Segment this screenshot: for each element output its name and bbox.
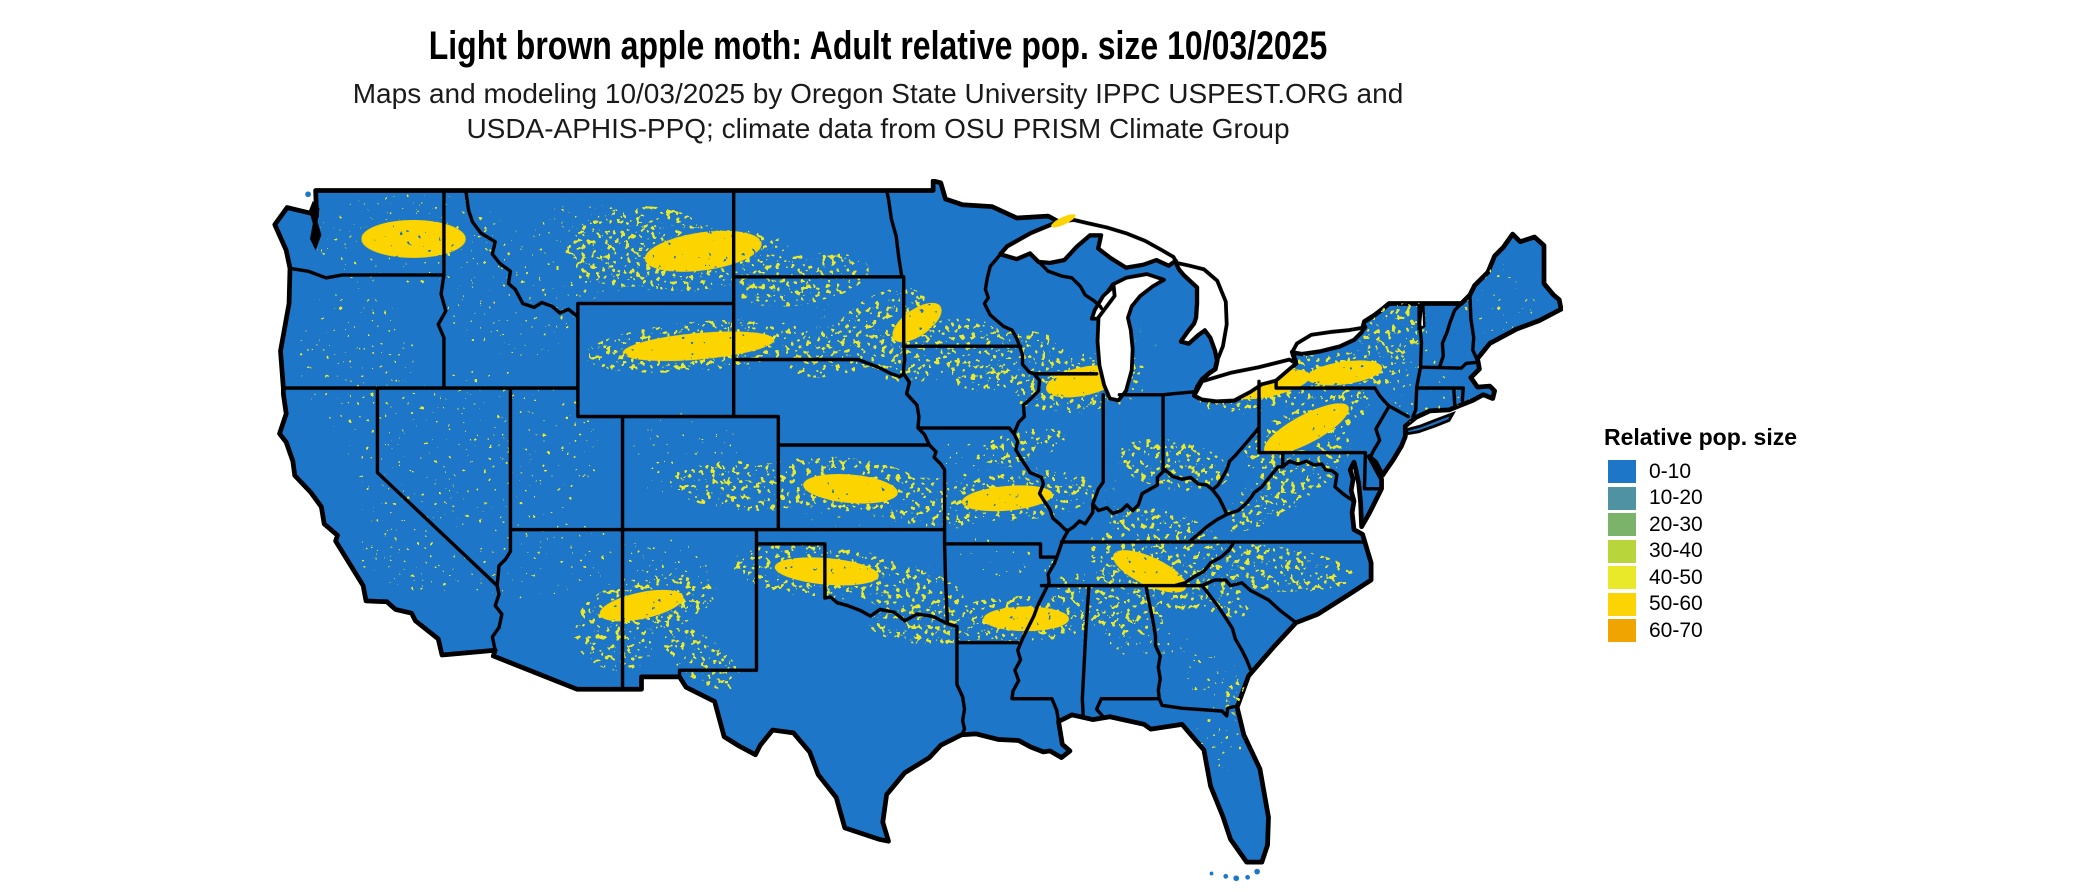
great-lakes xyxy=(998,217,1426,404)
legend-swatch xyxy=(1608,513,1636,536)
lake-erie xyxy=(1192,357,1298,404)
legend-row: 10-20 xyxy=(1600,486,1797,510)
legend-row: 60-70 xyxy=(1600,619,1797,642)
legend-swatch xyxy=(1608,539,1636,563)
header: Light brown apple moth: Adult relative p… xyxy=(271,22,1485,146)
legend-label: 10-20 xyxy=(1649,486,1703,509)
long-island xyxy=(1404,410,1456,436)
offshore-dot xyxy=(305,191,311,198)
legend-row: 50-60 xyxy=(1600,592,1797,616)
legend-label: 0-10 xyxy=(1649,459,1692,483)
legend: Relative pop. size 0-10 10-20 20-30 30-4… xyxy=(1600,424,1797,646)
lake-superior xyxy=(998,217,1178,270)
legend-title: Relative pop. size xyxy=(1604,424,1798,450)
lake-huron xyxy=(1173,260,1229,363)
legend-label: 40-50 xyxy=(1649,565,1703,589)
legend-row: 30-40 xyxy=(1600,539,1797,563)
green-bay xyxy=(1089,284,1117,321)
legend-label: 50-60 xyxy=(1649,592,1703,615)
legend-row: 40-50 xyxy=(1600,566,1797,589)
legend-row: 0-10 xyxy=(1600,460,1797,483)
legend-label: 20-30 xyxy=(1649,512,1703,536)
legend-swatch xyxy=(1608,566,1636,589)
isle-royale xyxy=(1051,214,1076,228)
florida-keys xyxy=(1209,868,1260,882)
puget-sound xyxy=(309,200,322,251)
legend-swatch xyxy=(1608,619,1636,642)
subtitle-line2: USDA-APHIS-PPQ; climate data from OSU PR… xyxy=(466,113,1290,144)
state-borders xyxy=(281,188,1479,737)
legend-label: 60-70 xyxy=(1649,618,1703,642)
legend-swatch xyxy=(1608,460,1636,483)
lake-ontario xyxy=(1290,325,1368,356)
legend-row: 20-30 xyxy=(1600,513,1797,536)
us-map xyxy=(272,179,1563,882)
page-title: Light brown apple moth: Adult relative p… xyxy=(428,24,1328,68)
legend-items: 0-10 10-20 20-30 30-40 40-50 50-60 60-70 xyxy=(1600,460,1797,642)
subtitle-line1: Maps and modeling 10/03/2025 by Oregon S… xyxy=(352,78,1404,109)
legend-swatch xyxy=(1608,592,1636,616)
legend-label: 30-40 xyxy=(1649,539,1703,562)
legend-swatch xyxy=(1608,486,1636,510)
